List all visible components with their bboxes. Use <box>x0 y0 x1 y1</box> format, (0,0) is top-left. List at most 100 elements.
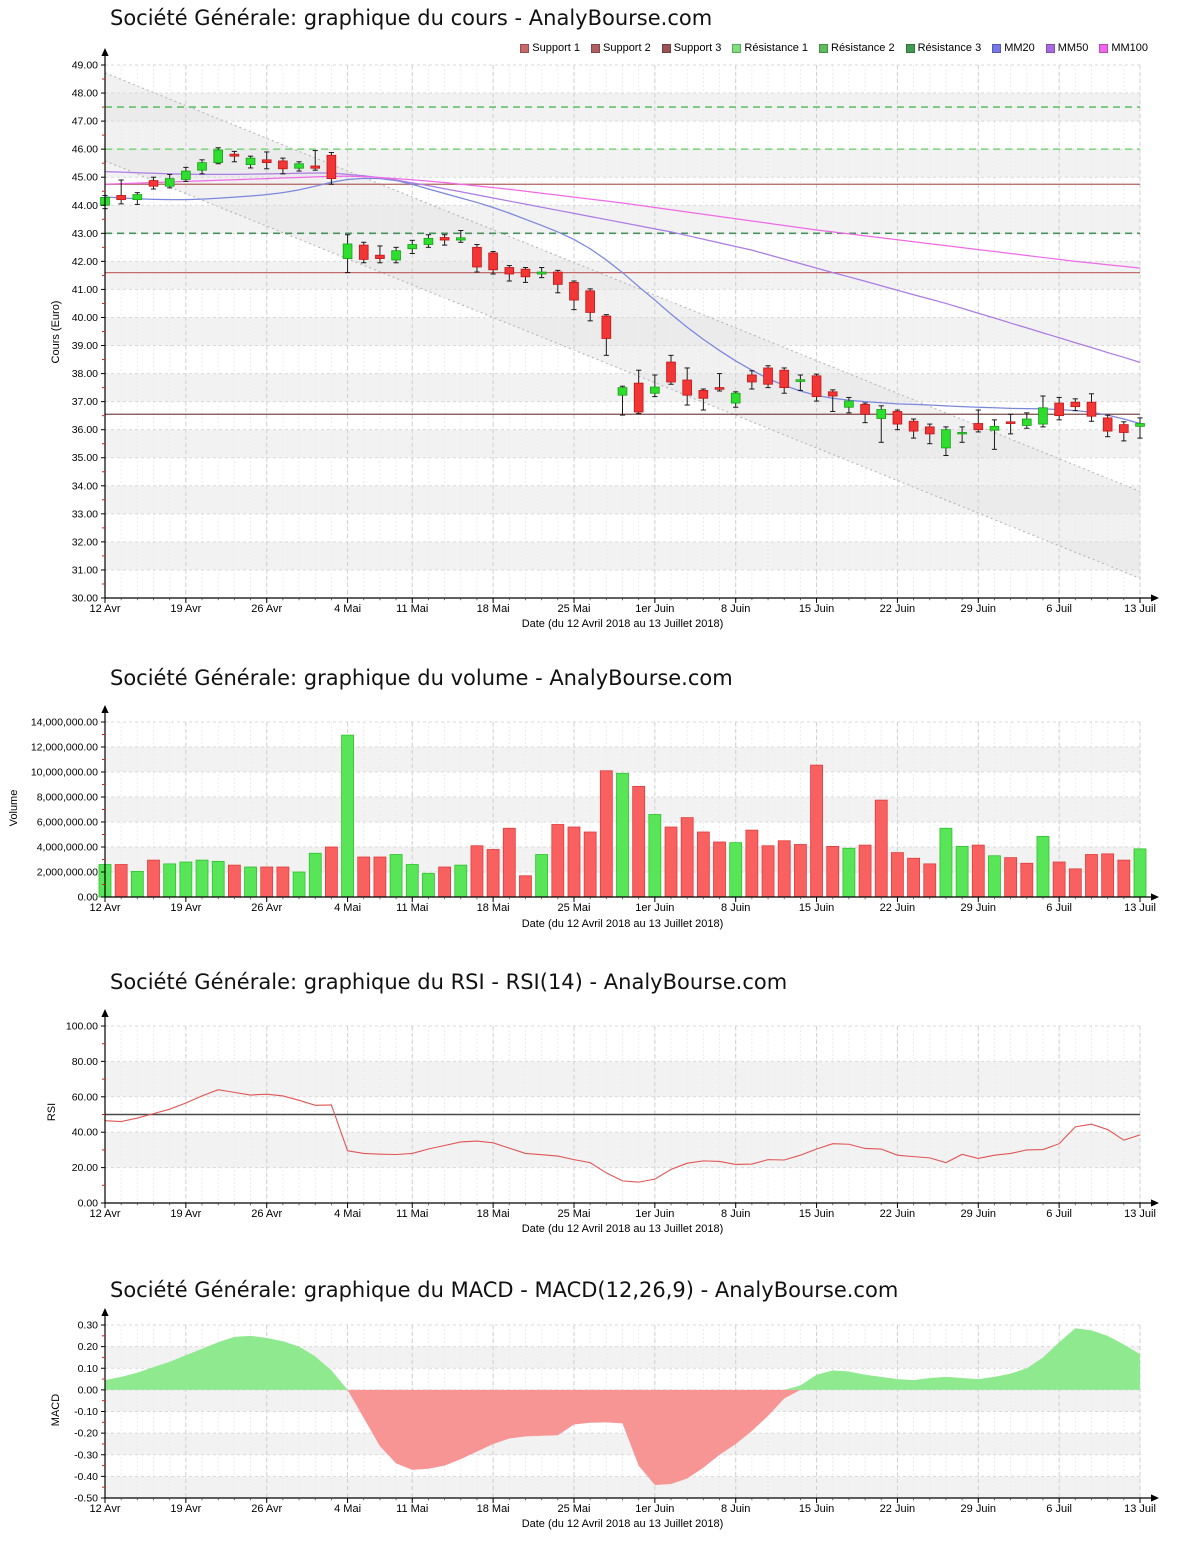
legend-label: Résistance 1 <box>744 42 808 54</box>
legend-item: Résistance 1 <box>732 42 808 54</box>
svg-text:19 Avr: 19 Avr <box>170 902 201 914</box>
legend-swatch-icon <box>661 43 671 53</box>
svg-text:26 Avr: 26 Avr <box>251 902 282 914</box>
legend-label: Support 3 <box>673 42 722 54</box>
svg-text:100.00: 100.00 <box>66 1021 98 1033</box>
legend-item: MM50 <box>1045 42 1088 54</box>
svg-text:25 Mai: 25 Mai <box>557 603 590 615</box>
svg-text:10,000,000.00: 10,000,000.00 <box>31 767 98 779</box>
legend-label: Support 2 <box>603 42 651 54</box>
svg-text:29 Juin: 29 Juin <box>961 902 996 914</box>
svg-text:2,000,000.00: 2,000,000.00 <box>37 867 98 879</box>
svg-text:6 Juil: 6 Juil <box>1046 1503 1072 1515</box>
legend-swatch-icon <box>591 43 600 53</box>
legend-label: Résistance 3 <box>917 42 982 54</box>
svg-text:12 Avr: 12 Avr <box>90 902 121 914</box>
svg-text:15 Juin: 15 Juin <box>799 902 834 914</box>
svg-text:0.30: 0.30 <box>78 1320 99 1332</box>
legend-item: Résistance 3 <box>905 42 982 54</box>
svg-text:18 Mai: 18 Mai <box>477 1503 510 1515</box>
svg-text:31.00: 31.00 <box>72 564 98 576</box>
svg-text:42.00: 42.00 <box>72 256 98 268</box>
svg-text:-0.40: -0.40 <box>74 1471 98 1483</box>
svg-text:41.00: 41.00 <box>72 284 98 296</box>
svg-text:19 Avr: 19 Avr <box>170 1503 201 1515</box>
svg-text:32.00: 32.00 <box>72 536 98 548</box>
svg-text:11 Mai: 11 Mai <box>396 603 428 615</box>
svg-text:-0.10: -0.10 <box>74 1406 98 1418</box>
svg-text:14,000,000.00: 14,000,000.00 <box>31 717 98 729</box>
legend-swatch-icon <box>520 43 530 53</box>
svg-text:18 Mai: 18 Mai <box>477 1208 510 1220</box>
svg-text:0.00: 0.00 <box>78 892 99 904</box>
svg-text:18 Mai: 18 Mai <box>477 902 510 914</box>
svg-text:8 Juin: 8 Juin <box>721 902 750 914</box>
svg-text:11 Mai: 11 Mai <box>396 1208 428 1220</box>
svg-text:15 Juin: 15 Juin <box>799 603 834 615</box>
svg-text:25 Mai: 25 Mai <box>557 1208 590 1220</box>
svg-text:0.00: 0.00 <box>78 1198 99 1210</box>
macd-chart-title: Société Générale: graphique du MACD - MA… <box>110 1278 899 1302</box>
svg-text:15 Juin: 15 Juin <box>799 1503 834 1515</box>
svg-text:29 Juin: 29 Juin <box>961 1208 996 1220</box>
svg-text:1er Juin: 1er Juin <box>635 603 674 615</box>
svg-text:11 Mai: 11 Mai <box>396 1503 428 1515</box>
svg-text:12 Avr: 12 Avr <box>90 1208 121 1220</box>
axes: 30.00 31.00 32.00 33.00 34.00 35.00 36.00 37.00… <box>72 48 1159 630</box>
price-y-axis-label: Cours (Euro) <box>50 300 62 364</box>
svg-text:25 Mai: 25 Mai <box>557 1503 590 1515</box>
svg-text:6 Juil: 6 Juil <box>1046 603 1072 615</box>
svg-text:8,000,000.00: 8,000,000.00 <box>37 792 98 804</box>
svg-text:40.00: 40.00 <box>72 1127 98 1139</box>
legend-label: Résistance 2 <box>831 42 895 54</box>
rsi-chart-title: Société Générale: graphique du RSI - RSI… <box>110 970 788 994</box>
volume-bars <box>98 734 1147 898</box>
svg-text:25 Mai: 25 Mai <box>557 902 590 914</box>
svg-text:13 Juil: 13 Juil <box>1124 902 1156 914</box>
legend-swatch-icon <box>732 43 742 53</box>
svg-text:33.00: 33.00 <box>72 508 98 520</box>
svg-text:20.00: 20.00 <box>72 1162 98 1174</box>
svg-text:1er Juin: 1er Juin <box>635 1208 674 1220</box>
svg-text:47.00: 47.00 <box>72 116 98 128</box>
svg-text:0.00: 0.00 <box>78 1384 99 1396</box>
price-chart-title: Société Générale: graphique du cours - A… <box>110 6 713 30</box>
svg-text:39.00: 39.00 <box>72 340 98 352</box>
svg-text:22 Juin: 22 Juin <box>880 1208 915 1220</box>
svg-text:Date (du 12 Avril 2018 au 13 J: Date (du 12 Avril 2018 au 13 Juillet 201… <box>522 618 724 630</box>
svg-text:11 Mai: 11 Mai <box>396 902 428 914</box>
svg-text:34.00: 34.00 <box>72 480 98 492</box>
svg-text:12,000,000.00: 12,000,000.00 <box>31 742 98 754</box>
svg-text:48.00: 48.00 <box>72 88 98 100</box>
svg-text:12 Avr: 12 Avr <box>90 1503 121 1515</box>
legend-item: Support 2 <box>591 42 651 54</box>
svg-text:6 Juil: 6 Juil <box>1046 902 1072 914</box>
rsi-y-axis-label: RSI <box>46 1102 58 1122</box>
svg-text:18 Mai: 18 Mai <box>477 603 510 615</box>
svg-text:-0.30: -0.30 <box>74 1449 98 1461</box>
svg-text:4,000,000.00: 4,000,000.00 <box>37 842 98 854</box>
svg-text:8 Juin: 8 Juin <box>721 603 750 615</box>
svg-text:15 Juin: 15 Juin <box>799 1208 834 1220</box>
svg-text:6,000,000.00: 6,000,000.00 <box>37 817 98 829</box>
legend-item: Support 3 <box>661 42 722 54</box>
svg-text:13 Juil: 13 Juil <box>1124 1503 1156 1515</box>
svg-text:0.20: 0.20 <box>78 1341 99 1353</box>
svg-text:60.00: 60.00 <box>72 1091 98 1103</box>
svg-text:30.00: 30.00 <box>72 593 98 605</box>
legend-swatch-icon <box>819 43 828 53</box>
svg-text:6 Juil: 6 Juil <box>1046 1208 1072 1220</box>
legend-item: MM100 <box>1099 42 1148 54</box>
svg-text:1er Juin: 1er Juin <box>635 902 674 914</box>
svg-text:80.00: 80.00 <box>72 1056 98 1068</box>
legend-swatch-icon <box>992 43 1002 53</box>
svg-text:-0.20: -0.20 <box>74 1428 98 1440</box>
svg-text:49.00: 49.00 <box>72 60 98 72</box>
svg-text:22 Juin: 22 Juin <box>880 603 915 615</box>
axes: 0.00 20.00 40.00 60.00 80.00 100.00 12 Avr 19 A… <box>66 1009 1159 1235</box>
svg-text:45.00: 45.00 <box>72 172 98 184</box>
svg-text:29 Juin: 29 Juin <box>961 603 996 615</box>
svg-text:12 Avr: 12 Avr <box>90 603 121 615</box>
svg-text:8 Juin: 8 Juin <box>721 1208 750 1220</box>
